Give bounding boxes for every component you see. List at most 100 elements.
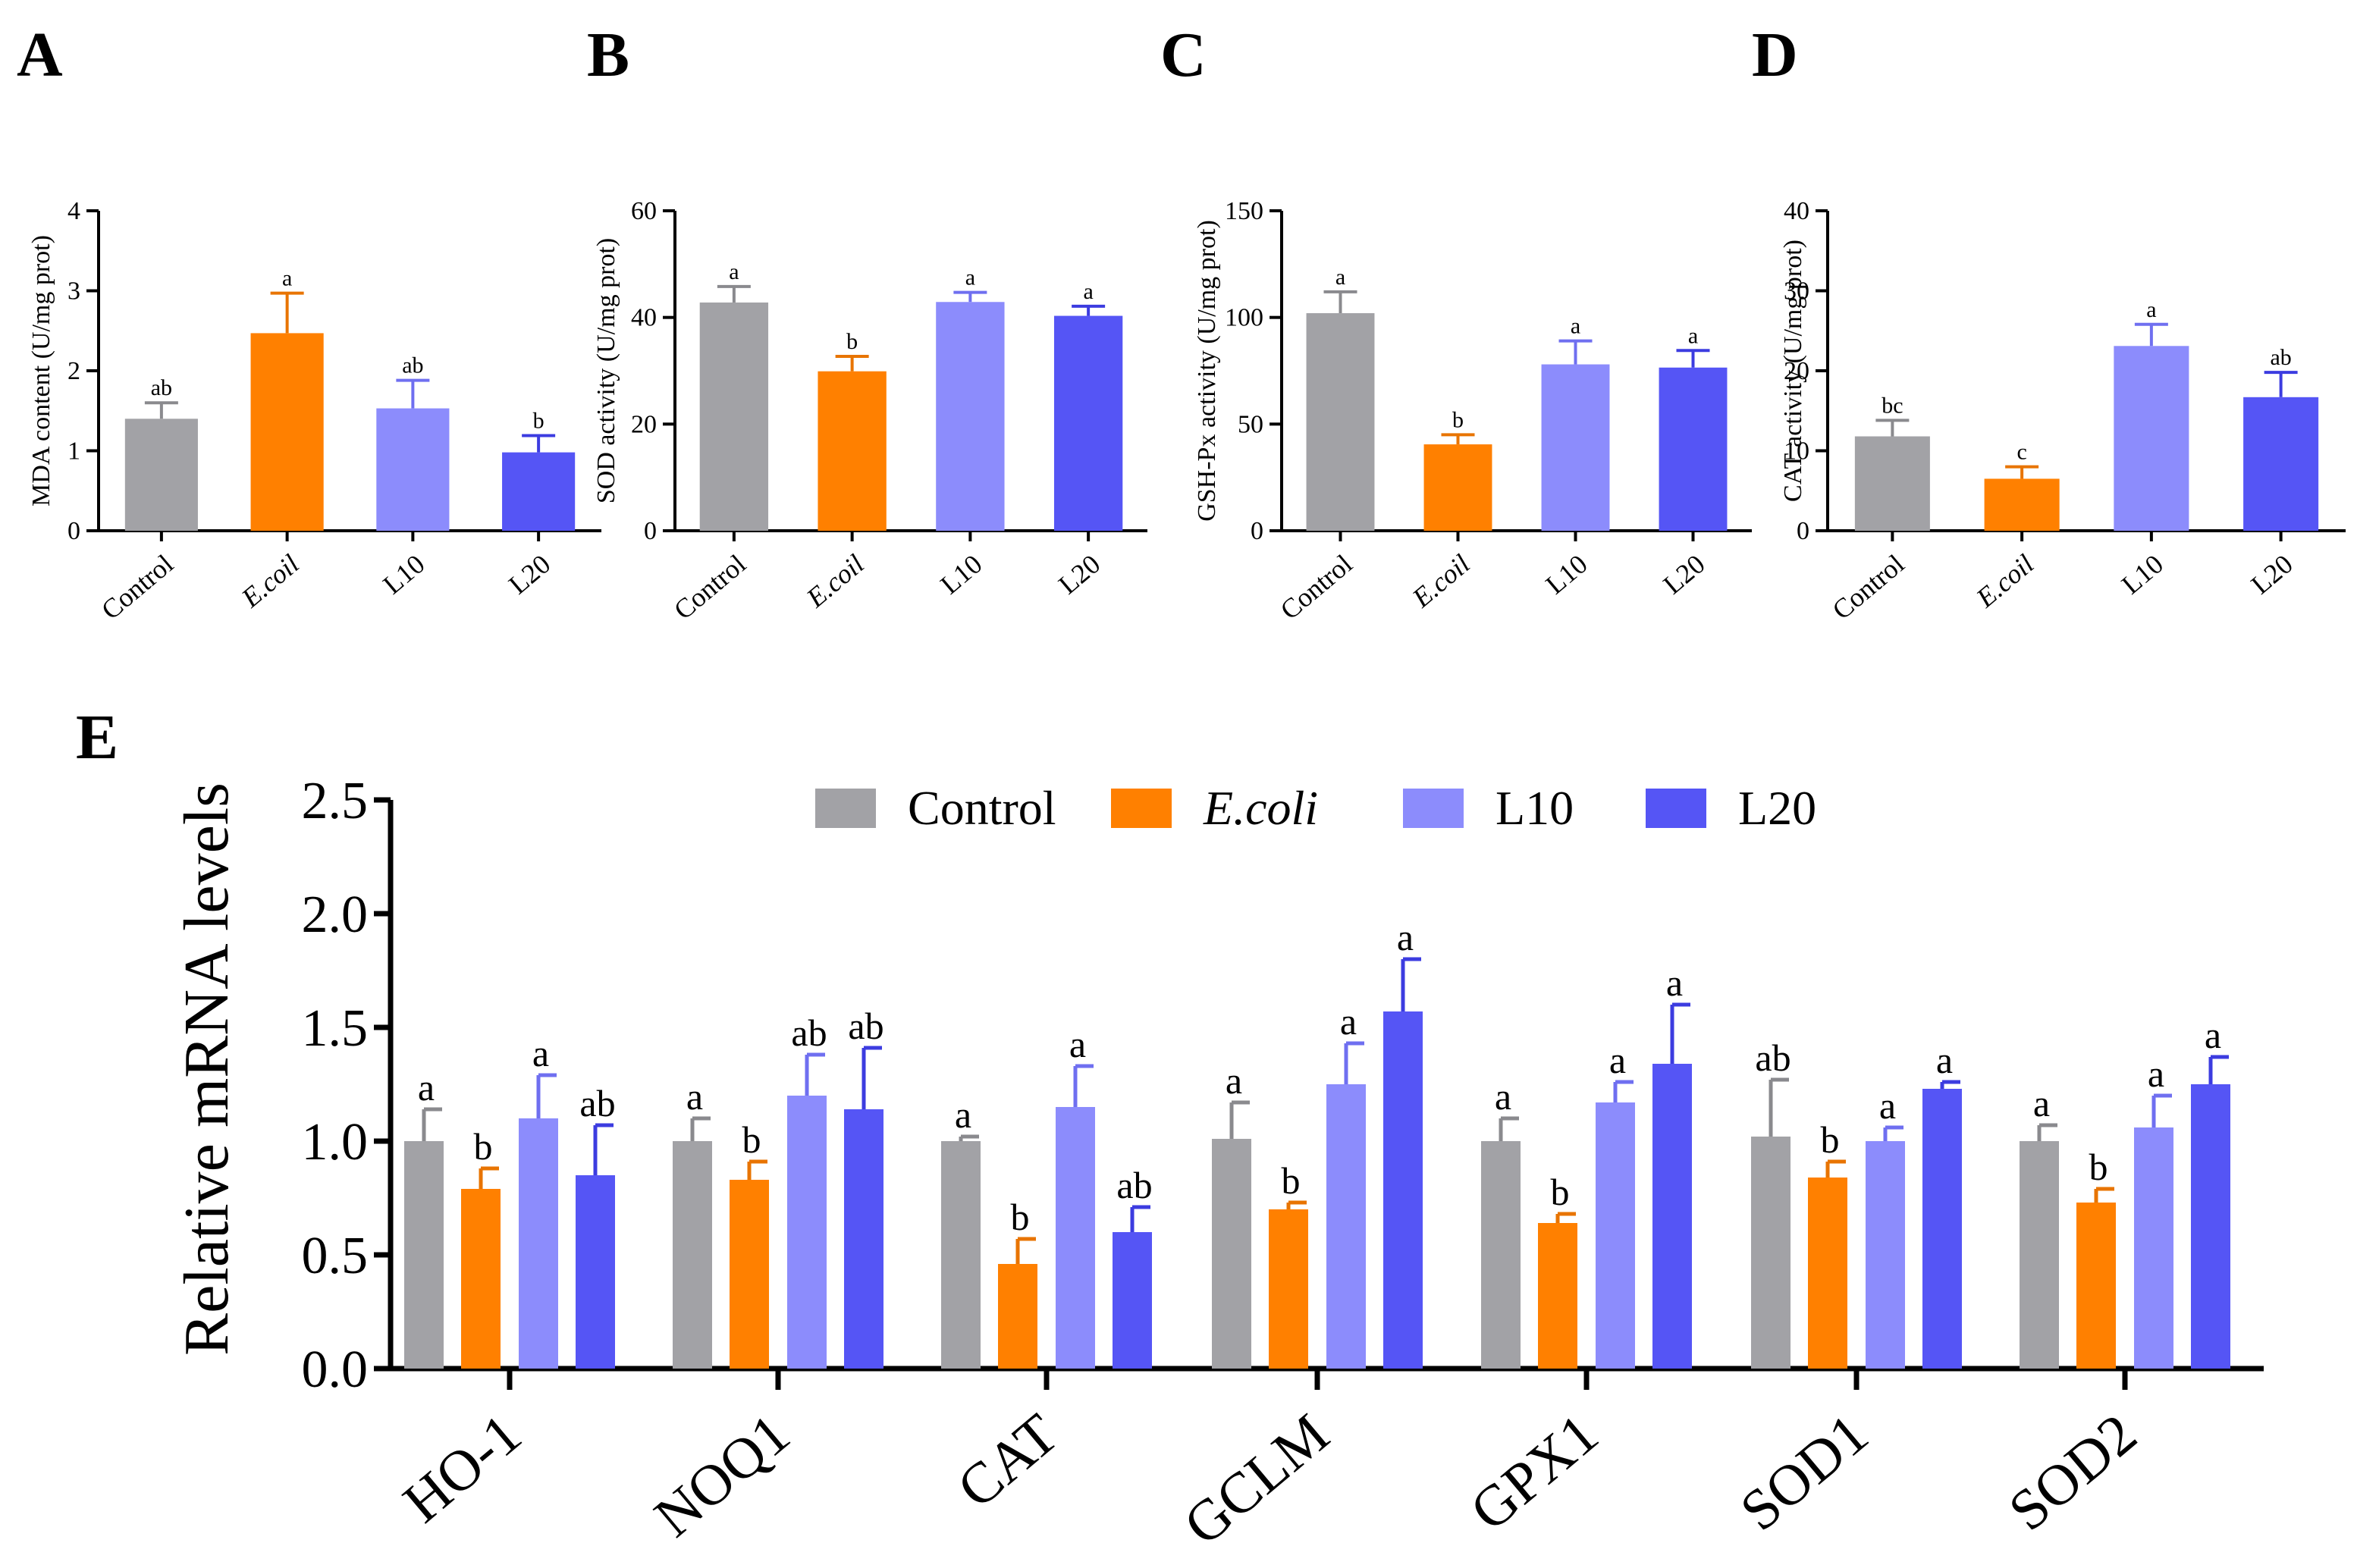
bar-noq1-l10 [787, 1096, 827, 1369]
y-tick-label: 20 [631, 410, 657, 438]
significance-letter: b [1452, 407, 1464, 432]
bar-control [1854, 436, 1930, 531]
significance-letter: a [729, 259, 739, 284]
y-tick-label: 1 [67, 437, 80, 466]
significance-letter: a [2146, 297, 2156, 322]
x-tick-label: L10 [377, 548, 430, 600]
significance-letter: a [1936, 1039, 1953, 1081]
bar-cat-l20 [1113, 1232, 1152, 1369]
bar-gpx1-l10 [1596, 1102, 1635, 1369]
significance-letter: a [1609, 1039, 1626, 1081]
x-tick-label: L10 [1540, 548, 1593, 600]
significance-letter: a [1397, 916, 1414, 958]
y-tick-label: 10 [1784, 437, 1809, 466]
bar-gpx1-control [1481, 1141, 1521, 1369]
bar-ecoil [818, 371, 887, 531]
legend-label: L10 [1495, 781, 1574, 835]
y-tick-label: 0 [67, 517, 80, 545]
y-tick-label: 0 [1251, 517, 1263, 545]
bar-ho-1-ecoli [461, 1189, 501, 1369]
panel-e: E 0.0 0.5 1.0 1.5 2.0 2.5 Relative mRNA levels C… [76, 702, 2264, 1557]
significance-letter: ab [2270, 345, 2291, 370]
bar-control [699, 302, 769, 531]
significance-letter: c [2016, 440, 2026, 465]
x-tick-label: E.coil [1406, 548, 1476, 613]
bar-l20 [1053, 315, 1123, 531]
y-tick-label: 150 [1225, 197, 1263, 225]
bar-l20 [1659, 367, 1728, 531]
y-tick-label: 20 [1784, 357, 1809, 385]
x-tick-label: Control [96, 548, 179, 625]
significance-letter: a [2148, 1052, 2164, 1095]
bar-l20 [502, 452, 576, 531]
significance-letter: bc [1882, 393, 1903, 418]
bar-sod2-control [2020, 1141, 2059, 1369]
bar-ho-1-l20 [576, 1175, 615, 1369]
x-tick-label: L20 [1053, 548, 1106, 600]
y-tick-label: 3 [67, 278, 80, 306]
significance-letter: a [1666, 961, 1683, 1004]
y-tick-label: 0.0 [302, 1341, 369, 1399]
significance-letter: b [742, 1118, 761, 1161]
significance-letter: ab [151, 375, 172, 400]
significance-letter: a [1340, 1000, 1357, 1043]
panel-label: B [587, 20, 629, 90]
significance-letter: b [1282, 1159, 1301, 1202]
y-tick-label: 0.5 [302, 1227, 369, 1285]
y-tick-label: 100 [1225, 304, 1263, 332]
x-tick-label: Control [668, 548, 752, 625]
significance-letter: a [1069, 1023, 1086, 1065]
x-tick-label: SOD2 [1997, 1402, 2148, 1544]
bar-sod1-l20 [1922, 1089, 1962, 1369]
bar-l10 [936, 302, 1005, 531]
y-tick-label: 4 [67, 197, 80, 225]
legend-swatch [1403, 789, 1464, 828]
significance-letter: a [686, 1075, 703, 1118]
bar-ecoil [250, 333, 324, 531]
bar-gclm-l10 [1326, 1084, 1366, 1369]
x-tick-label: L20 [1658, 548, 1711, 600]
bar-gpx1-l20 [1652, 1064, 1692, 1369]
significance-letter: a [1335, 265, 1345, 290]
bar-cat-control [941, 1141, 981, 1369]
x-tick-label: E.coil [800, 548, 870, 613]
panel-d: D 0 10 20 30 40 CAT activity (U/mg prot) bc Cont… [1752, 20, 2346, 626]
significance-letter: a [2205, 1014, 2221, 1056]
significance-letter: a [1571, 314, 1580, 339]
significance-letter: b [1551, 1171, 1570, 1213]
bar-sod2-l10 [2134, 1127, 2173, 1369]
significance-letter: a [532, 1032, 549, 1074]
panel-label: E [76, 702, 118, 773]
y-tick-label: 2.0 [302, 886, 369, 944]
legend-label: L20 [1738, 781, 1816, 835]
legend-label: E.coli [1203, 781, 1318, 835]
legend-swatch [1111, 789, 1172, 828]
significance-letter: a [1688, 323, 1698, 348]
significance-letter: a [965, 265, 975, 290]
y-axis-label: SOD activity (U/mg prot) [592, 238, 620, 503]
significance-letter: b [1011, 1196, 1030, 1238]
y-tick-label: 1.5 [302, 999, 369, 1058]
bar-sod1-ecoli [1808, 1178, 1847, 1369]
bar-gpx1-ecoli [1538, 1223, 1577, 1369]
significance-letter: ab [579, 1082, 615, 1124]
y-tick-label: 30 [1784, 278, 1809, 306]
y-tick-label: 0 [1797, 517, 1809, 545]
legend-swatch [815, 789, 876, 828]
x-tick-label: L20 [2246, 548, 2299, 600]
y-tick-label: 60 [631, 197, 657, 225]
y-tick-label: 2.5 [302, 772, 369, 830]
bar-ho-1-l10 [519, 1118, 558, 1369]
bar-sod2-l20 [2191, 1084, 2230, 1369]
significance-letter: b [2089, 1146, 2108, 1188]
bar-control [1306, 313, 1375, 531]
significance-letter: ab [1116, 1164, 1152, 1206]
panel-label: D [1752, 20, 1798, 90]
y-tick-label: 40 [1784, 197, 1809, 225]
significance-letter: a [955, 1093, 971, 1136]
y-axis-label: CAT activity (U/mg prot) [1779, 240, 1807, 502]
x-tick-label: HO-1 [391, 1402, 533, 1535]
bar-gclm-ecoli [1269, 1209, 1308, 1369]
significance-letter: a [1879, 1084, 1896, 1127]
